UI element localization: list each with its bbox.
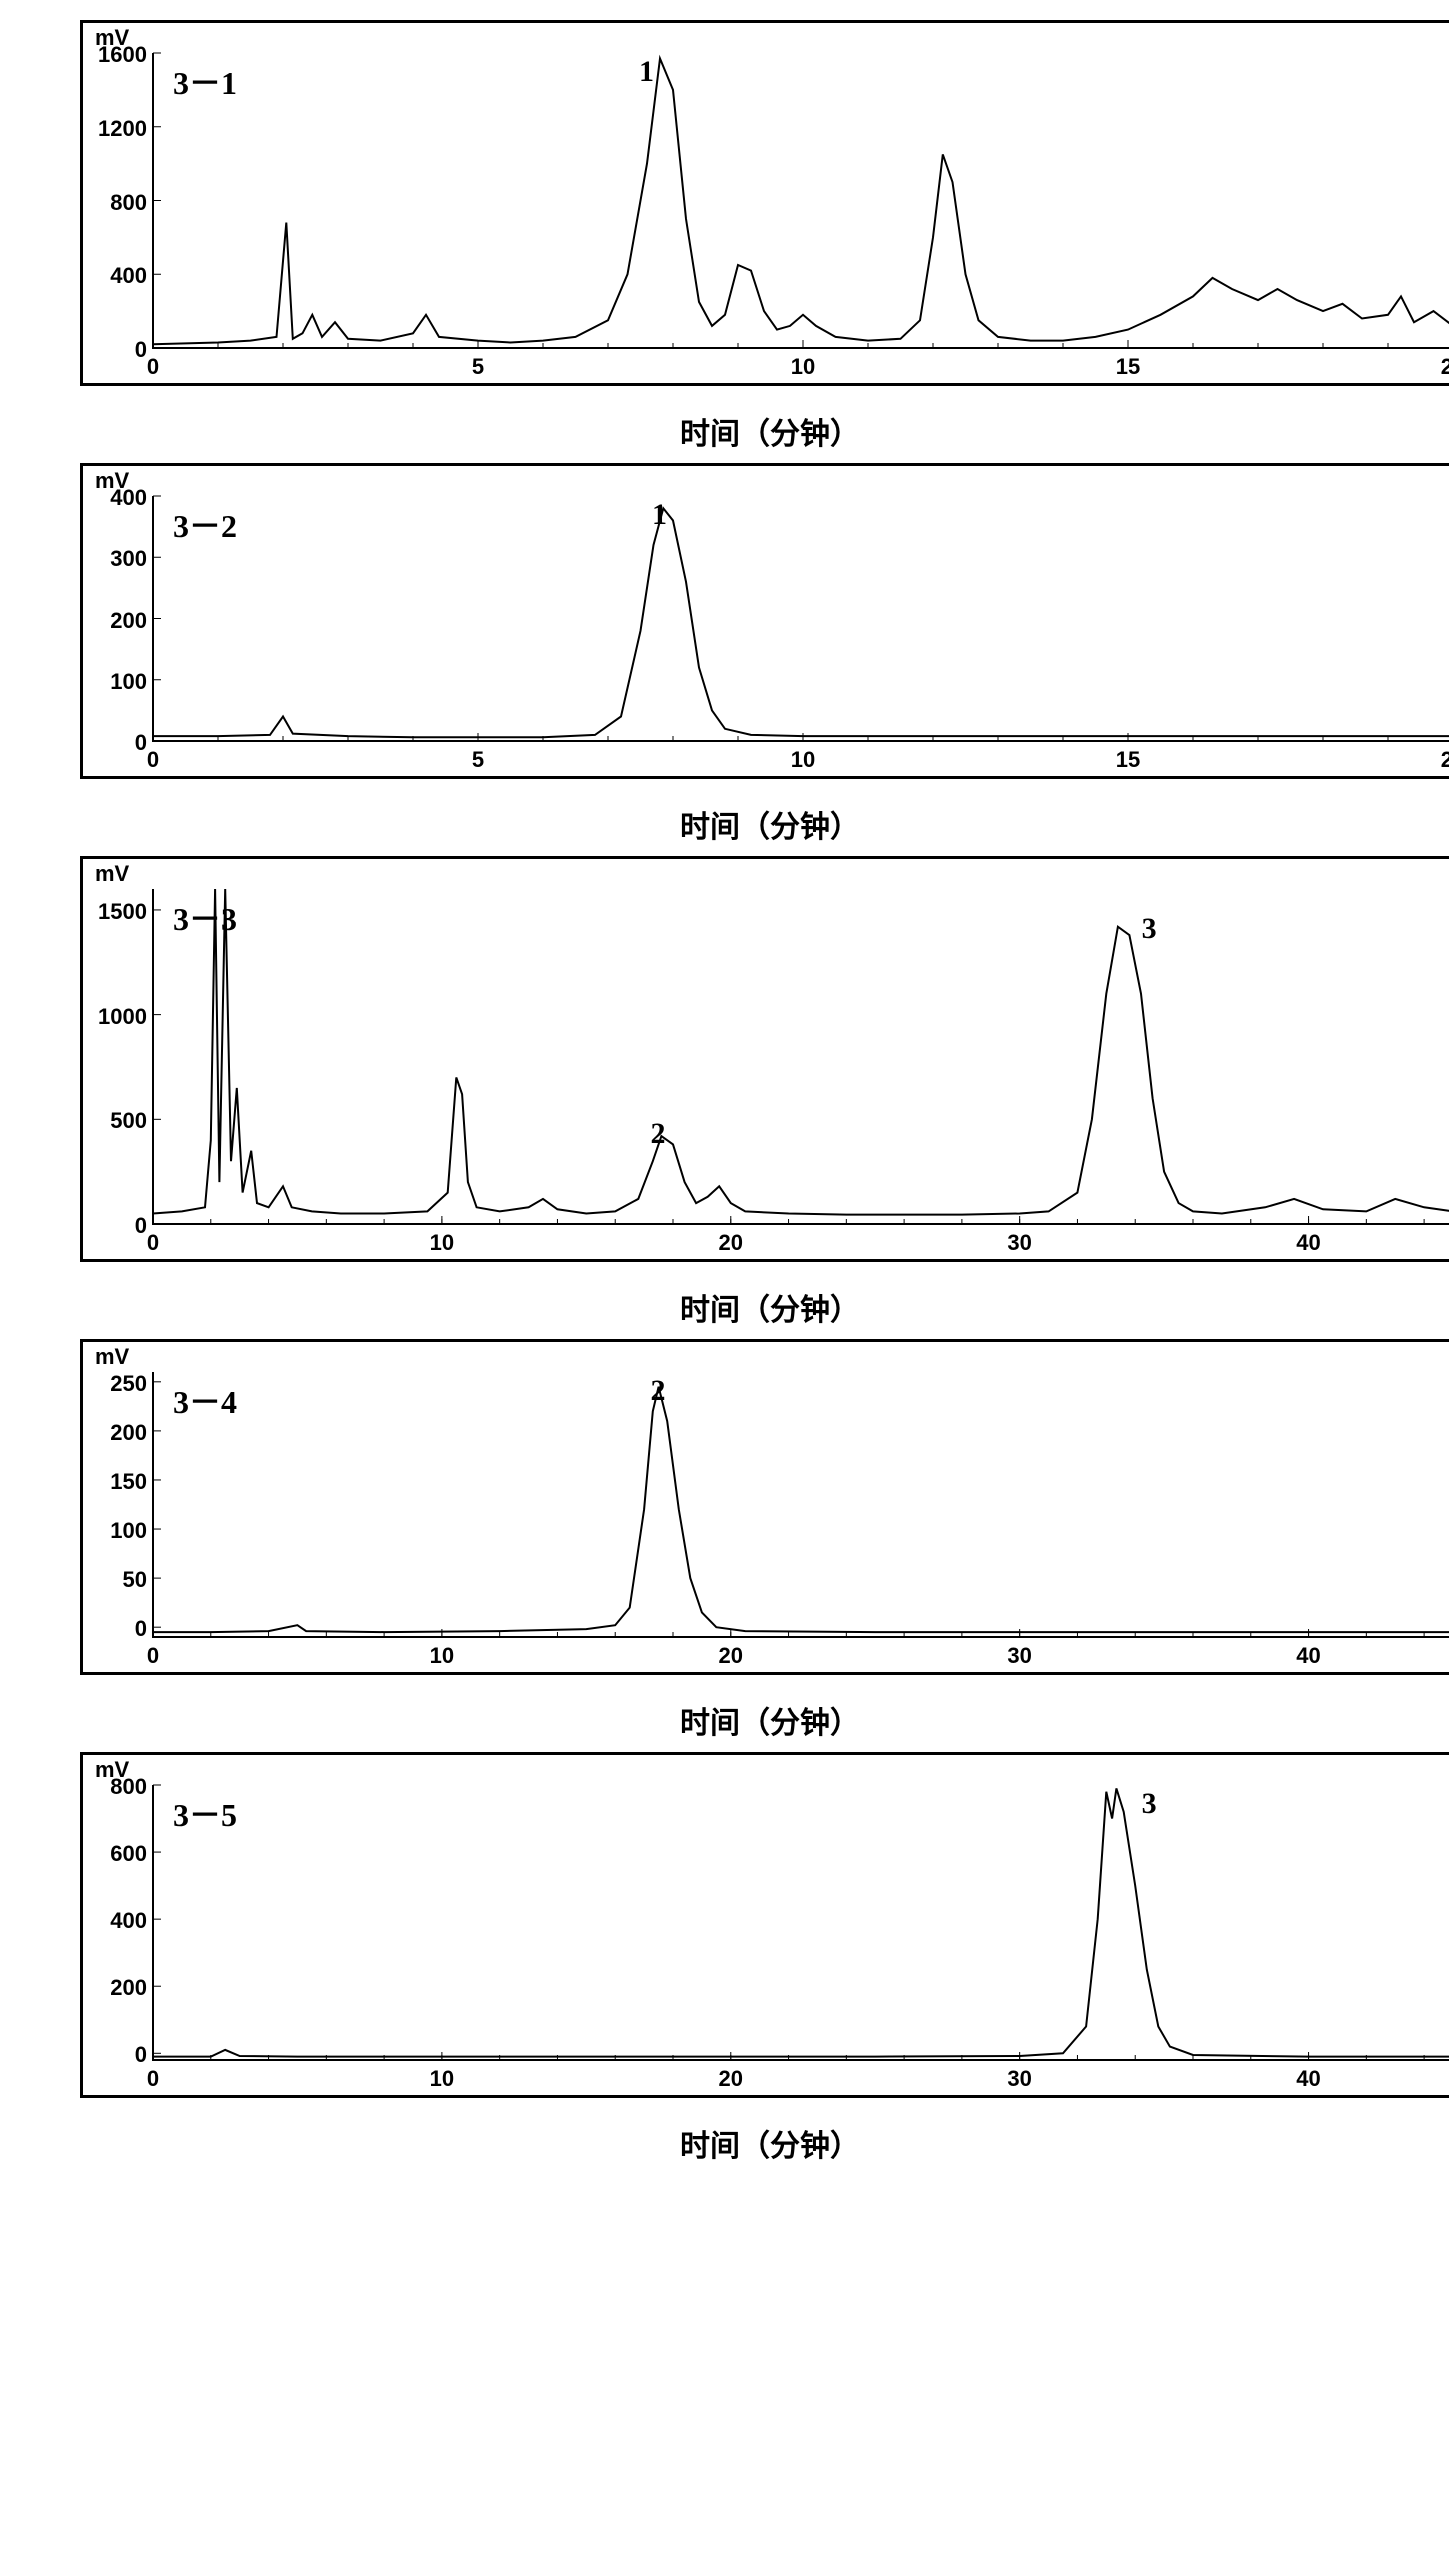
x-tick-label: 10 bbox=[430, 1230, 454, 1256]
x-tick-label: 0 bbox=[147, 2066, 159, 2092]
panel-id-label: 3－5 bbox=[173, 1790, 237, 1836]
y-tick-label: 400 bbox=[89, 485, 147, 511]
y-tick-label: 500 bbox=[89, 1108, 147, 1134]
y-tick-label: 200 bbox=[89, 1975, 147, 2001]
y-tick-label: 0 bbox=[89, 1213, 147, 1239]
y-tick-label: 800 bbox=[89, 190, 147, 216]
chromatogram-panel: mV3－20510152001002003004001 bbox=[80, 463, 1449, 779]
chromatogram-figure: mV3－1051015200400800120016001时间（分钟）mV3－2… bbox=[20, 20, 1429, 2165]
chromatogram-trace bbox=[153, 59, 1449, 345]
x-tick-label: 5 bbox=[472, 354, 484, 380]
y-tick-label: 0 bbox=[89, 730, 147, 756]
y-tick-label: 200 bbox=[89, 1420, 147, 1446]
x-tick-label: 0 bbox=[147, 747, 159, 773]
x-tick-label: 40 bbox=[1296, 1230, 1320, 1256]
peak-annotation: 2 bbox=[651, 1117, 666, 1151]
x-tick-label: 40 bbox=[1296, 2066, 1320, 2092]
y-tick-label: 600 bbox=[89, 1841, 147, 1867]
x-tick-label: 5 bbox=[472, 747, 484, 773]
x-axis-label: 时间（分钟） bbox=[80, 409, 1449, 453]
panel-id-label: 3－3 bbox=[173, 894, 237, 940]
y-tick-label: 1600 bbox=[89, 42, 147, 68]
x-tick-label: 20 bbox=[719, 1230, 743, 1256]
y-tick-label: 800 bbox=[89, 1774, 147, 1800]
x-tick-label: 10 bbox=[791, 354, 815, 380]
y-tick-label: 1000 bbox=[89, 1004, 147, 1030]
chromatogram-panel: mV3－1051015200400800120016001 bbox=[80, 20, 1449, 386]
x-tick-label: 10 bbox=[430, 2066, 454, 2092]
y-tick-label: 150 bbox=[89, 1469, 147, 1495]
plot-svg bbox=[83, 859, 1449, 1259]
peak-annotation: 2 bbox=[651, 1374, 666, 1408]
x-axis-label: 时间（分钟） bbox=[80, 1285, 1449, 1329]
panel-id-label: 3－4 bbox=[173, 1377, 237, 1423]
x-tick-label: 15 bbox=[1116, 747, 1140, 773]
y-tick-label: 400 bbox=[89, 1908, 147, 1934]
y-axis-unit: mV bbox=[95, 1344, 129, 1370]
panel-id-label: 3－1 bbox=[173, 58, 237, 104]
chromatogram-trace bbox=[153, 1788, 1449, 2056]
x-axis-label: 时间（分钟） bbox=[80, 1698, 1449, 1742]
y-tick-label: 0 bbox=[89, 337, 147, 363]
y-tick-label: 1200 bbox=[89, 116, 147, 142]
peak-annotation: 3 bbox=[1142, 912, 1157, 946]
x-axis-label: 时间（分钟） bbox=[80, 2121, 1449, 2165]
chromatogram-trace bbox=[153, 889, 1449, 1215]
chromatogram-trace bbox=[153, 1387, 1449, 1632]
panel-id-label: 3－2 bbox=[173, 501, 237, 547]
x-tick-label: 0 bbox=[147, 1643, 159, 1669]
x-tick-label: 0 bbox=[147, 354, 159, 380]
x-tick-label: 10 bbox=[791, 747, 815, 773]
peak-annotation: 3 bbox=[1142, 1787, 1157, 1821]
x-tick-label: 30 bbox=[1007, 1230, 1031, 1256]
x-tick-label: 0 bbox=[147, 1230, 159, 1256]
y-tick-label: 0 bbox=[89, 1616, 147, 1642]
plot-svg bbox=[83, 23, 1449, 383]
y-tick-label: 200 bbox=[89, 608, 147, 634]
y-tick-label: 0 bbox=[89, 2042, 147, 2068]
x-tick-label: 15 bbox=[1116, 354, 1140, 380]
peak-annotation: 1 bbox=[639, 55, 654, 89]
chromatogram-trace bbox=[153, 508, 1449, 737]
x-axis-label: 时间（分钟） bbox=[80, 802, 1449, 846]
plot-svg bbox=[83, 1342, 1449, 1672]
y-tick-label: 400 bbox=[89, 263, 147, 289]
plot-svg bbox=[83, 466, 1449, 776]
y-tick-label: 300 bbox=[89, 546, 147, 572]
y-tick-label: 100 bbox=[89, 669, 147, 695]
x-tick-label: 20 bbox=[719, 1643, 743, 1669]
y-tick-label: 50 bbox=[89, 1567, 147, 1593]
x-tick-label: 30 bbox=[1007, 2066, 1031, 2092]
y-axis-unit: mV bbox=[95, 861, 129, 887]
plot-svg bbox=[83, 1755, 1449, 2095]
y-tick-label: 1500 bbox=[89, 899, 147, 925]
peak-annotation: 1 bbox=[652, 498, 667, 532]
x-tick-label: 20 bbox=[1441, 354, 1449, 380]
x-tick-label: 40 bbox=[1296, 1643, 1320, 1669]
chromatogram-panel: mV 3－4 0 10 20 30 40 0 50 100 150 200 250 2 bbox=[80, 1339, 1449, 1675]
chromatogram-panel: mV 3－3 0 10 20 30 40 0 500 1000 1500 2 3 bbox=[80, 856, 1449, 1262]
x-tick-label: 10 bbox=[430, 1643, 454, 1669]
x-tick-label: 30 bbox=[1007, 1643, 1031, 1669]
y-tick-label: 250 bbox=[89, 1371, 147, 1397]
y-tick-label: 100 bbox=[89, 1518, 147, 1544]
chromatogram-panel: mV3－501020304002004006008003 bbox=[80, 1752, 1449, 2098]
x-tick-label: 20 bbox=[719, 2066, 743, 2092]
x-tick-label: 20 bbox=[1441, 747, 1449, 773]
